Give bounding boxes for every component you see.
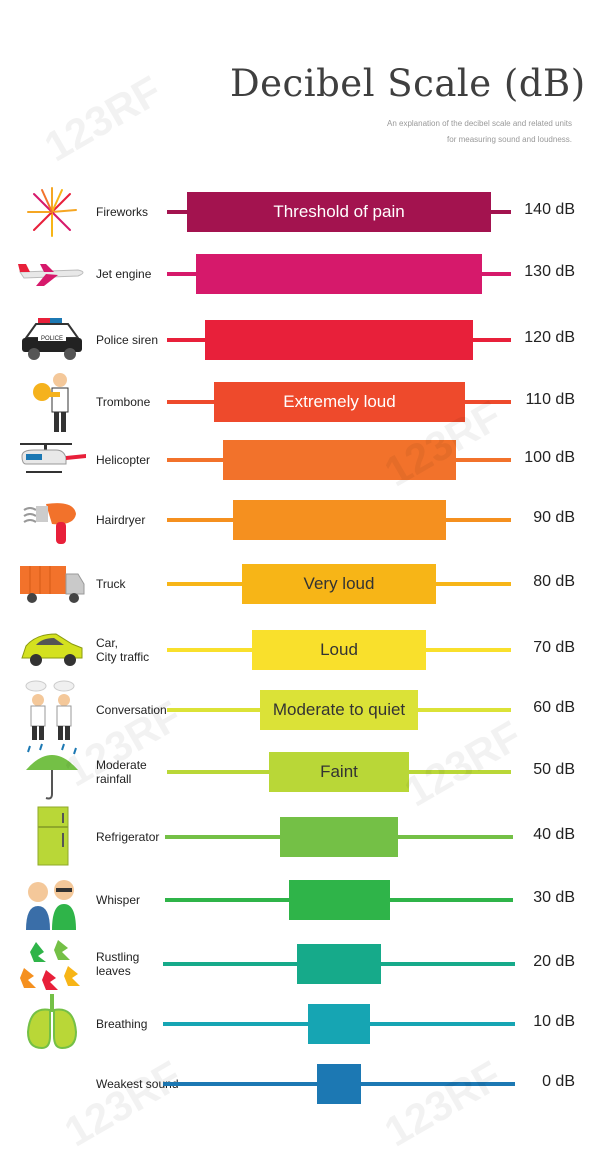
- level-bar: [317, 1064, 361, 1104]
- level-bar: [205, 320, 473, 360]
- scale-row: Jet engine 130 dB: [0, 242, 602, 306]
- scale-row: Moderate rainfall Faint 50 dB: [0, 740, 602, 804]
- level-bar: [196, 254, 482, 294]
- decibel-value: 0 dB: [542, 1073, 575, 1090]
- scale-row: Truck Very loud 80 dB: [0, 552, 602, 616]
- source-label: Fireworks: [96, 205, 149, 219]
- decibel-value: 60 dB: [533, 699, 575, 716]
- source-label: Helicopter: [96, 453, 151, 467]
- hairdryer-icon: [16, 488, 88, 552]
- source-label: Jet engine: [96, 267, 152, 281]
- decibel-value: 120 dB: [524, 329, 575, 346]
- source-label: Conversation: [96, 703, 167, 717]
- svg-text:POLICE: POLICE: [41, 336, 63, 342]
- source-label: Rustling leaves: [96, 950, 140, 978]
- scale-row: Fireworks Threshold of pain 140 dB: [0, 180, 602, 244]
- source-label: Moderate rainfall: [96, 758, 147, 786]
- source-label: Police siren: [96, 333, 159, 347]
- scale-row: Helicopter 100 dB: [0, 428, 602, 492]
- level-bar: Moderate to quiet: [260, 690, 418, 730]
- decibel-value: 50 dB: [533, 761, 575, 778]
- watermark: 123RF: [36, 66, 170, 171]
- decibel-value: 100 dB: [524, 449, 575, 466]
- source-label: Car, City traffic: [96, 636, 150, 664]
- scale-row: Conversation Moderate to quiet 60 dB: [0, 678, 602, 742]
- source-label: Hairdryer: [96, 513, 146, 527]
- scale-row: Weakest sound 0 dB: [0, 1052, 602, 1116]
- decibel-value: 130 dB: [524, 263, 575, 280]
- source-label: Trombone: [96, 395, 151, 409]
- fireworks-icon: [16, 180, 88, 244]
- car-icon: [16, 618, 88, 682]
- decibel-value: 70 dB: [533, 639, 575, 656]
- whisper-icon: [16, 868, 88, 932]
- conversation-icon: [16, 678, 88, 742]
- police-car-icon: POLICE: [16, 308, 88, 372]
- level-bar: Very loud: [242, 564, 436, 604]
- trombone-player-icon: [16, 370, 88, 434]
- level-bar: [297, 944, 381, 984]
- scale-row: POLICE Police siren 120 dB: [0, 308, 602, 372]
- decibel-value: 10 dB: [533, 1013, 575, 1030]
- jet-engine-icon: [16, 242, 88, 306]
- level-bar: Threshold of pain: [187, 192, 491, 232]
- decibel-value: 40 dB: [533, 826, 575, 843]
- refrigerator-icon: [16, 805, 88, 869]
- scale-row: Breathing 10 dB: [0, 992, 602, 1056]
- level-bar: [308, 1004, 370, 1044]
- page-title: Decibel Scale (dB): [230, 62, 586, 105]
- level-bar: Faint: [269, 752, 409, 792]
- decibel-value: 90 dB: [533, 509, 575, 526]
- level-bar: [280, 817, 398, 857]
- level-bar: [289, 880, 390, 920]
- decibel-value: 30 dB: [533, 889, 575, 906]
- source-label: Whisper: [96, 893, 141, 907]
- source-label: Refrigerator: [96, 830, 160, 844]
- level-bar: [223, 440, 456, 480]
- scale-row: Hairdryer 90 dB: [0, 488, 602, 552]
- umbrella-rain-icon: [16, 740, 88, 804]
- helicopter-icon: [16, 428, 88, 492]
- decibel-value: 80 dB: [533, 573, 575, 590]
- scale-row: Car, City traffic Loud 70 dB: [0, 618, 602, 682]
- scale-row: Refrigerator 40 dB: [0, 805, 602, 869]
- source-label: Weakest sound: [96, 1077, 179, 1091]
- lungs-icon: [16, 992, 88, 1056]
- source-label: Breathing: [96, 1017, 148, 1031]
- level-bar: [233, 500, 446, 540]
- decibel-value: 20 dB: [533, 953, 575, 970]
- scale-row: Whisper 30 dB: [0, 868, 602, 932]
- source-label: Truck: [96, 577, 126, 591]
- leaves-icon: [16, 932, 88, 996]
- truck-icon: [16, 552, 88, 616]
- scale-row: Trombone Extremely loud 110 dB: [0, 370, 602, 434]
- level-bar: Loud: [252, 630, 426, 670]
- subtitle-line-1: An explanation of the decibel scale and …: [386, 119, 572, 128]
- scale-row: Rustling leaves 20 dB: [0, 932, 602, 996]
- decibel-value: 110 dB: [525, 391, 575, 408]
- level-bar: Extremely loud: [214, 382, 465, 422]
- subtitle-line-2: for measuring sound and loudness.: [447, 135, 572, 144]
- decibel-value: 140 dB: [524, 201, 575, 218]
